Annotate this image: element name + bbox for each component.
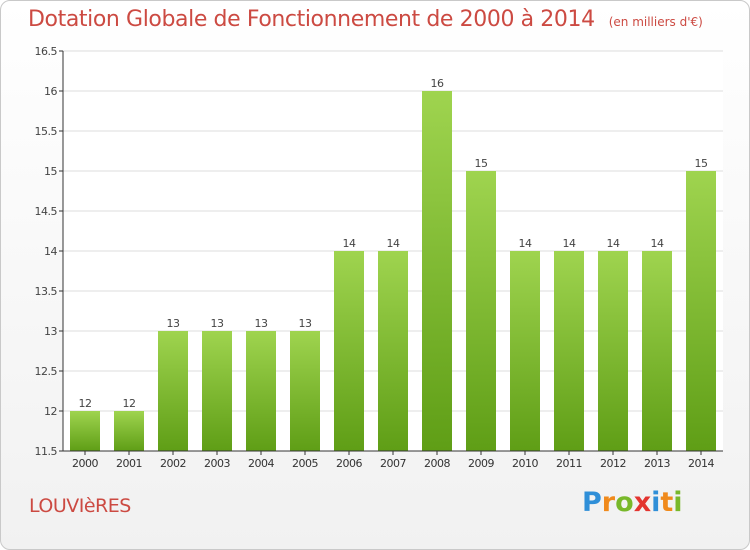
logo-letter: i bbox=[673, 487, 683, 518]
x-tick-label: 2013 bbox=[644, 457, 670, 470]
bar bbox=[598, 251, 628, 451]
x-tick-label: 2012 bbox=[600, 457, 626, 470]
logo-letter: r bbox=[601, 487, 616, 518]
data-label: 13 bbox=[211, 317, 224, 330]
y-tick-label: 15.5 bbox=[35, 125, 58, 138]
x-tick-label: 2004 bbox=[248, 457, 274, 470]
x-tick-label: 2002 bbox=[160, 457, 186, 470]
x-tick-label: 2005 bbox=[292, 457, 318, 470]
data-label: 12 bbox=[79, 397, 92, 410]
data-label: 14 bbox=[651, 237, 664, 250]
bar bbox=[114, 411, 144, 451]
data-label: 15 bbox=[475, 157, 488, 170]
bar bbox=[290, 331, 320, 451]
y-tick-label: 16 bbox=[44, 85, 57, 98]
data-label: 16 bbox=[431, 77, 444, 90]
x-tick-label: 2011 bbox=[556, 457, 582, 470]
bar bbox=[202, 331, 232, 451]
bar bbox=[158, 331, 188, 451]
logo-letter: i bbox=[651, 487, 661, 518]
y-tick-label: 12.5 bbox=[35, 365, 58, 378]
x-tick-label: 2008 bbox=[424, 457, 450, 470]
bar bbox=[686, 171, 716, 451]
y-tick-label: 14.5 bbox=[35, 205, 58, 218]
title-main: Dotation Globale de Fonctionnement de 20… bbox=[28, 7, 595, 32]
data-label: 13 bbox=[167, 317, 180, 330]
y-tick-label: 13.5 bbox=[35, 285, 58, 298]
data-label: 13 bbox=[299, 317, 312, 330]
title-unit: (en milliers d'€) bbox=[608, 15, 703, 29]
bar bbox=[642, 251, 672, 451]
logo-letter: t bbox=[660, 487, 674, 518]
bar bbox=[510, 251, 540, 451]
data-label: 14 bbox=[607, 237, 620, 250]
data-label: 14 bbox=[563, 237, 576, 250]
logo-letter: x bbox=[633, 487, 652, 518]
bar bbox=[554, 251, 584, 451]
bar bbox=[378, 251, 408, 451]
x-tick-label: 2009 bbox=[468, 457, 494, 470]
y-tick-label: 13 bbox=[44, 325, 57, 338]
y-tick-label: 12 bbox=[44, 405, 57, 418]
data-label: 14 bbox=[519, 237, 532, 250]
y-tick-label: 11.5 bbox=[35, 445, 58, 458]
commune-name: LOUVIèRES bbox=[29, 495, 131, 517]
y-tick-label: 14 bbox=[44, 245, 57, 258]
logo-letter: P bbox=[582, 487, 602, 518]
bar bbox=[334, 251, 364, 451]
bar bbox=[422, 91, 452, 451]
bar bbox=[246, 331, 276, 451]
y-tick-label: 16.5 bbox=[35, 45, 58, 58]
data-label: 12 bbox=[123, 397, 136, 410]
x-tick-label: 2014 bbox=[688, 457, 714, 470]
x-tick-label: 2000 bbox=[72, 457, 98, 470]
data-label: 14 bbox=[343, 237, 356, 250]
y-tick-label: 15 bbox=[44, 165, 57, 178]
data-label: 15 bbox=[695, 157, 708, 170]
proxiti-logo: Proxiti bbox=[582, 487, 683, 518]
data-label: 13 bbox=[255, 317, 268, 330]
logo-letter: o bbox=[615, 487, 634, 518]
bar bbox=[466, 171, 496, 451]
x-tick-label: 2001 bbox=[116, 457, 142, 470]
bar bbox=[70, 411, 100, 451]
x-tick-label: 2007 bbox=[380, 457, 406, 470]
chart-title: Dotation Globale de Fonctionnement de 20… bbox=[28, 7, 703, 32]
x-tick-label: 2010 bbox=[512, 457, 538, 470]
data-label: 14 bbox=[387, 237, 400, 250]
x-tick-label: 2006 bbox=[336, 457, 362, 470]
x-tick-label: 2003 bbox=[204, 457, 230, 470]
